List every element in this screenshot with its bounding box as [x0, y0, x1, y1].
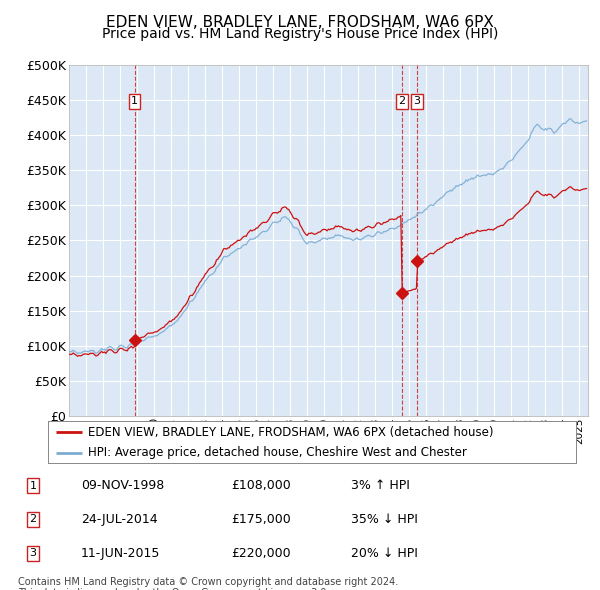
Text: EDEN VIEW, BRADLEY LANE, FRODSHAM, WA6 6PX (detached house): EDEN VIEW, BRADLEY LANE, FRODSHAM, WA6 6… [88, 425, 493, 438]
Text: 3% ↑ HPI: 3% ↑ HPI [351, 479, 410, 493]
Text: 3: 3 [413, 96, 421, 106]
Text: 3: 3 [29, 548, 37, 558]
Text: £108,000: £108,000 [231, 479, 291, 493]
Text: HPI: Average price, detached house, Cheshire West and Chester: HPI: Average price, detached house, Ches… [88, 446, 466, 459]
Text: 09-NOV-1998: 09-NOV-1998 [81, 479, 164, 493]
Text: Price paid vs. HM Land Registry's House Price Index (HPI): Price paid vs. HM Land Registry's House … [102, 27, 498, 41]
Text: 1: 1 [29, 481, 37, 491]
Text: 11-JUN-2015: 11-JUN-2015 [81, 546, 160, 560]
Text: 1: 1 [131, 96, 138, 106]
Text: EDEN VIEW, BRADLEY LANE, FRODSHAM, WA6 6PX: EDEN VIEW, BRADLEY LANE, FRODSHAM, WA6 6… [106, 15, 494, 30]
Text: 35% ↓ HPI: 35% ↓ HPI [351, 513, 418, 526]
Text: Contains HM Land Registry data © Crown copyright and database right 2024.
This d: Contains HM Land Registry data © Crown c… [18, 576, 398, 590]
Text: 2: 2 [398, 96, 406, 106]
Text: 2: 2 [29, 514, 37, 525]
Text: 24-JUL-2014: 24-JUL-2014 [81, 513, 158, 526]
Text: £220,000: £220,000 [231, 546, 290, 560]
Text: 20% ↓ HPI: 20% ↓ HPI [351, 546, 418, 560]
Text: £175,000: £175,000 [231, 513, 291, 526]
